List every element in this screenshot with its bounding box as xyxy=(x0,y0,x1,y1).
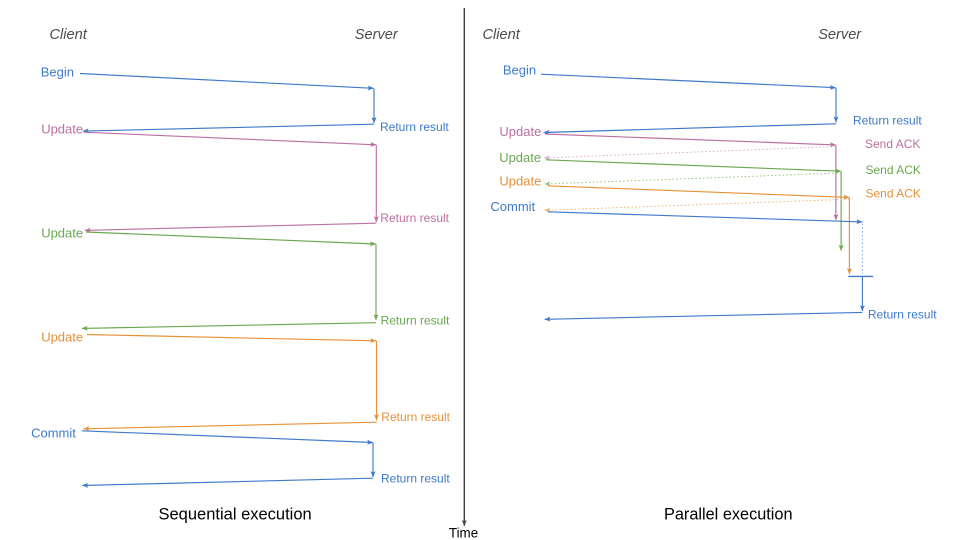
svg-text:Time: Time xyxy=(449,526,478,540)
svg-text:Return result: Return result xyxy=(853,114,922,128)
svg-text:Commit: Commit xyxy=(490,199,535,214)
svg-text:Update: Update xyxy=(41,122,83,137)
svg-text:Commit: Commit xyxy=(31,426,76,441)
svg-text:Client: Client xyxy=(50,27,88,43)
svg-text:Send ACK: Send ACK xyxy=(866,163,921,177)
svg-text:Server: Server xyxy=(818,27,862,43)
svg-text:Return result: Return result xyxy=(381,410,450,424)
svg-text:Send ACK: Send ACK xyxy=(866,187,921,201)
svg-text:Client: Client xyxy=(483,27,521,43)
svg-text:Update: Update xyxy=(41,226,83,241)
svg-text:Return result: Return result xyxy=(380,211,449,225)
svg-text:Begin: Begin xyxy=(503,63,536,78)
svg-text:Sequential execution: Sequential execution xyxy=(159,506,312,524)
svg-text:Update: Update xyxy=(41,330,83,345)
svg-text:Return result: Return result xyxy=(381,313,450,327)
svg-text:Return result: Return result xyxy=(868,308,937,322)
svg-text:Return result: Return result xyxy=(380,120,449,134)
svg-text:Update: Update xyxy=(499,150,541,165)
svg-text:Send ACK: Send ACK xyxy=(865,137,920,151)
svg-text:Begin: Begin xyxy=(41,64,74,79)
svg-text:Return result: Return result xyxy=(381,472,450,486)
svg-text:Update: Update xyxy=(499,173,541,188)
svg-text:Parallel execution: Parallel execution xyxy=(664,506,793,524)
svg-text:Update: Update xyxy=(499,124,541,139)
svg-text:Server: Server xyxy=(355,27,399,43)
